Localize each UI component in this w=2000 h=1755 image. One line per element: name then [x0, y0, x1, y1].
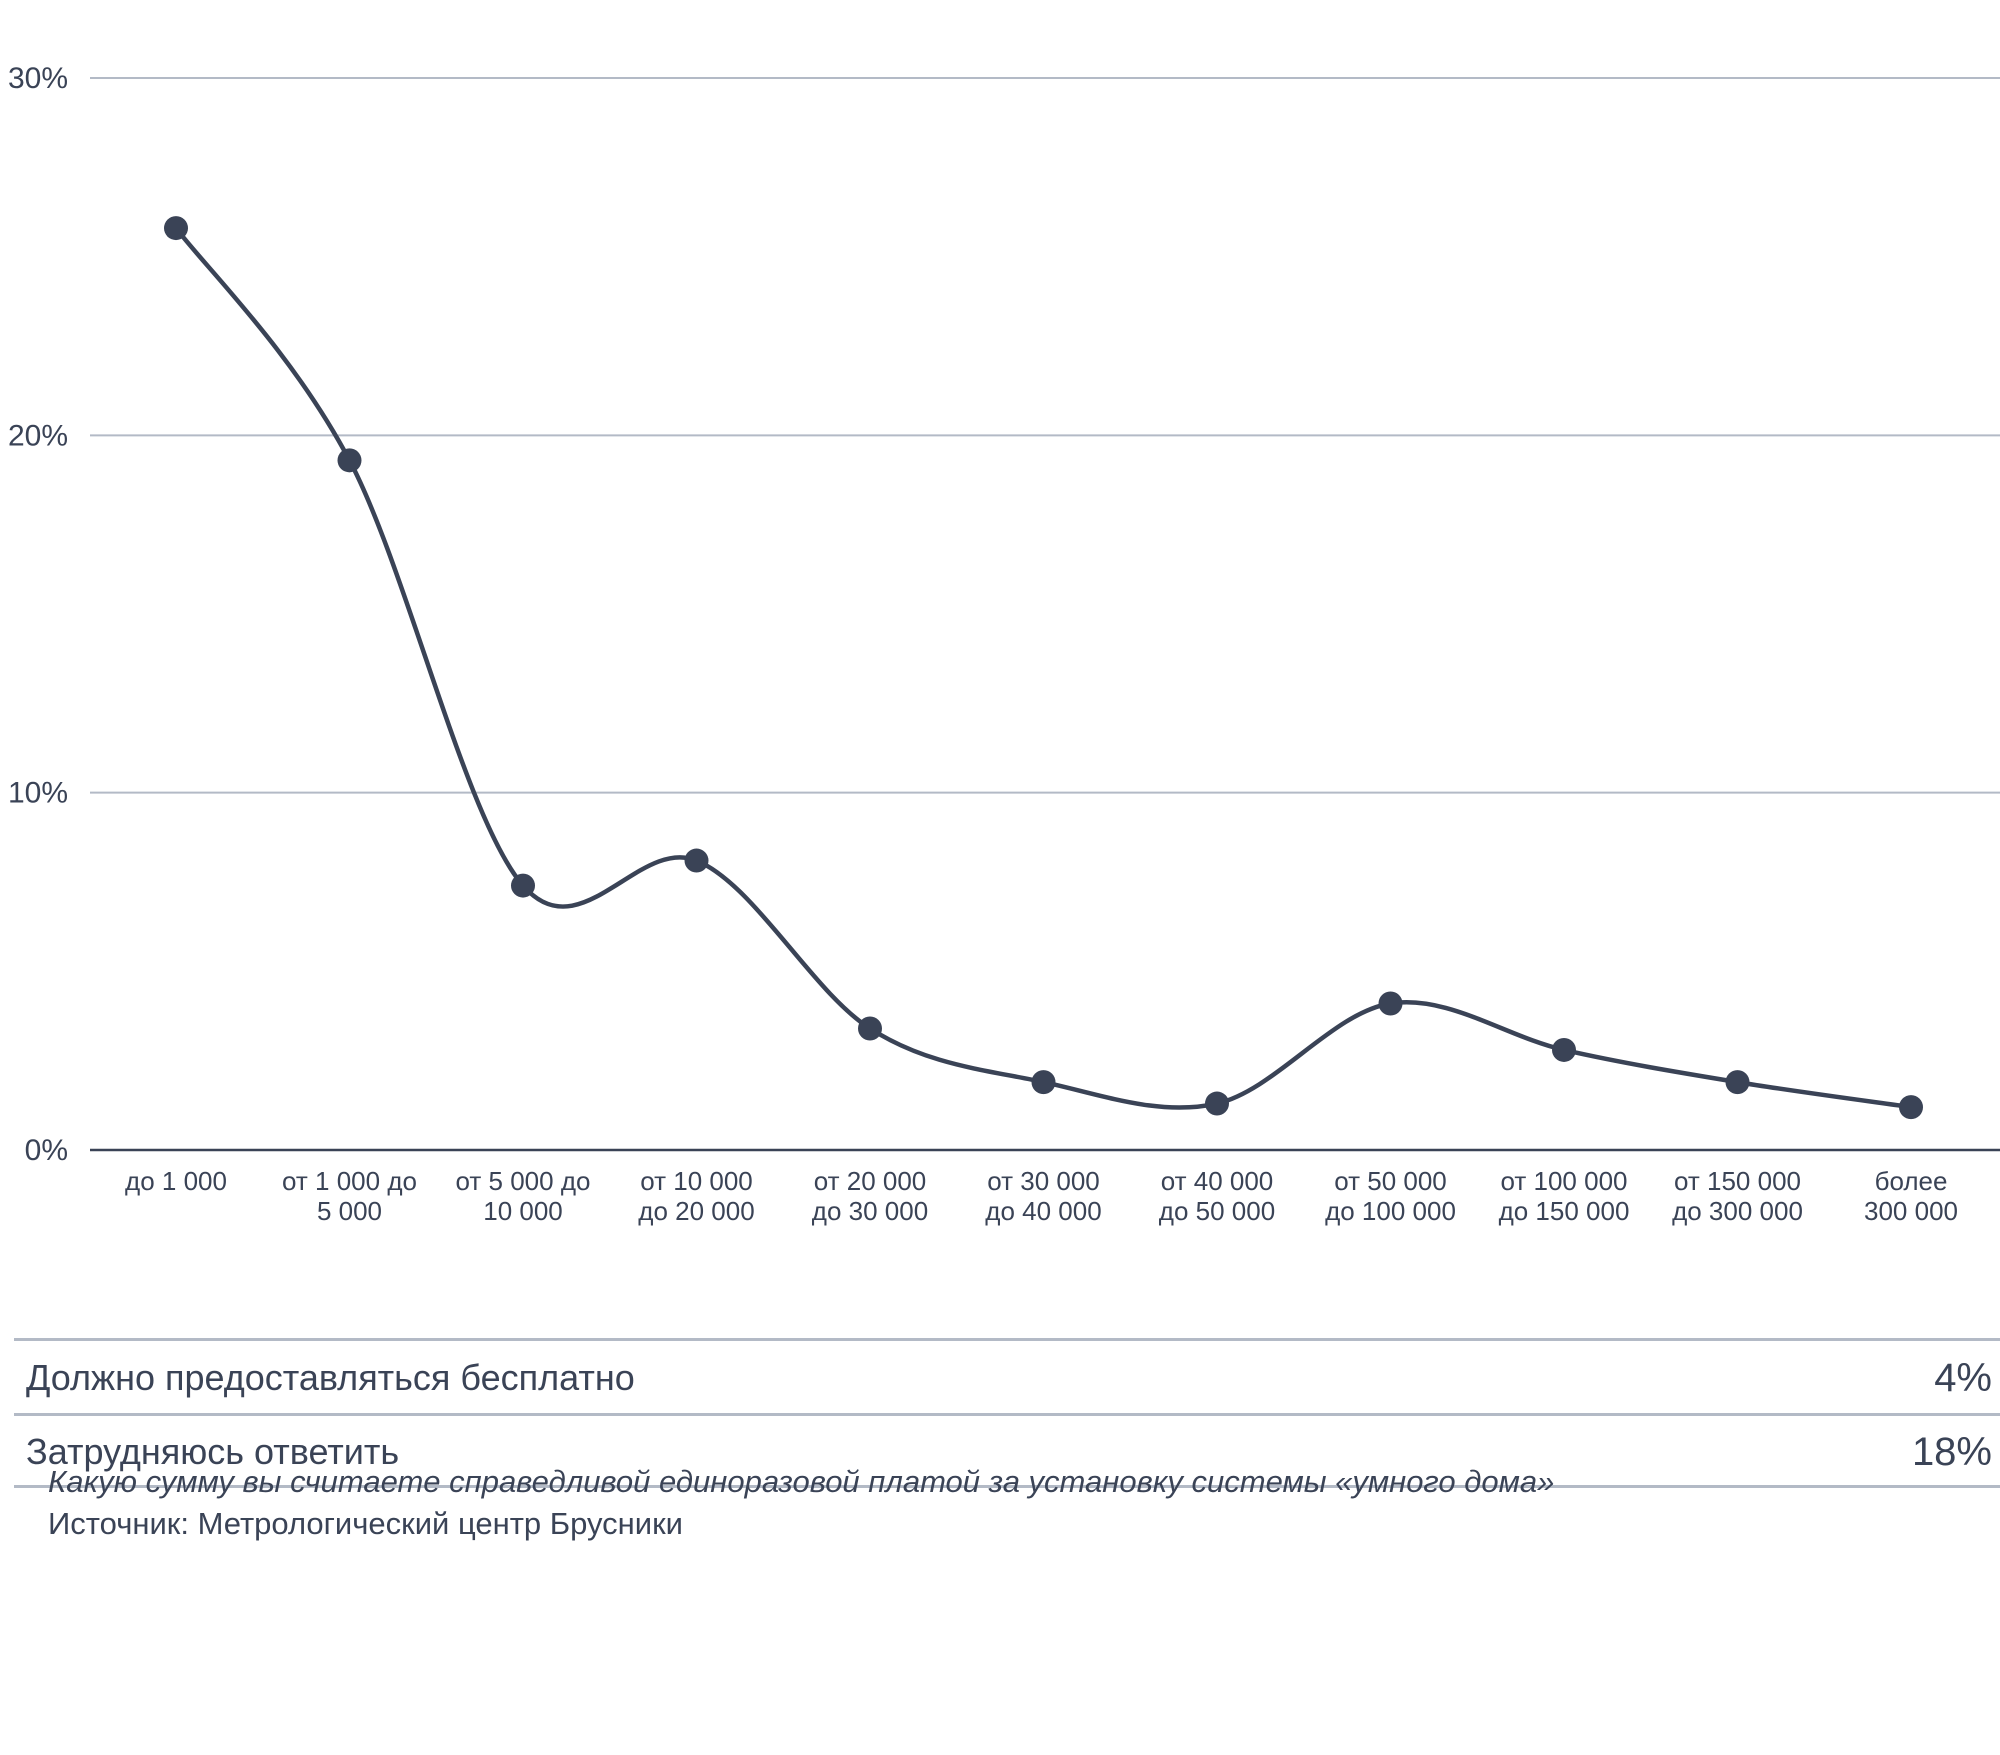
y-tick-label: 10%: [8, 777, 68, 810]
x-tick-label: 5 000: [317, 1196, 382, 1226]
data-point: [1899, 1095, 1923, 1120]
source-caption: Источник: Метрологический центр Брусники: [48, 1506, 683, 1541]
x-tick-label: от 30 000: [987, 1166, 1100, 1196]
x-tick-label: до 20 000: [638, 1196, 754, 1226]
data-point: [511, 873, 535, 898]
divider: [14, 1338, 2000, 1341]
divider: [14, 1413, 2000, 1416]
x-tick-label: более: [1875, 1166, 1948, 1196]
x-tick-label: от 150 000: [1674, 1166, 1801, 1196]
question-caption: Какую сумму вы считаете справедливой еди…: [48, 1464, 1555, 1499]
x-tick-label: от 20 000: [814, 1166, 927, 1196]
x-tick-label: 300 000: [1864, 1196, 1958, 1226]
row-label: Затрудняюсь ответить: [26, 1431, 400, 1472]
data-point: [1031, 1070, 1056, 1095]
row-value: 18%: [1911, 1429, 1992, 1474]
row-label: Должно предоставляться бесплатно: [26, 1357, 635, 1398]
x-tick-label: от 50 000: [1334, 1166, 1447, 1196]
x-tick-label: от 5 000 до: [456, 1166, 591, 1196]
data-point: [1725, 1070, 1750, 1095]
data-point: [1552, 1037, 1576, 1062]
y-tick-label: 0%: [25, 1134, 68, 1167]
x-tick-label: до 150 000: [1499, 1196, 1630, 1226]
x-tick-label: до 300 000: [1672, 1196, 1803, 1226]
data-point: [164, 216, 188, 241]
table-row: Должно предоставляться бесплатно 4%: [14, 1342, 2000, 1414]
x-tick-label: от 10 000: [640, 1166, 753, 1196]
x-tick-label: от 40 000: [1161, 1166, 1274, 1196]
table-row: Затрудняюсь ответить 18%: [14, 1416, 2000, 1488]
x-tick-label: до 1 000: [125, 1166, 227, 1196]
data-point: [684, 848, 709, 873]
data-point: [1378, 991, 1403, 1016]
data-point: [1205, 1091, 1229, 1116]
row-value: 4%: [1934, 1355, 1992, 1400]
data-point: [858, 1016, 882, 1041]
x-tick-label: до 100 000: [1325, 1196, 1456, 1226]
data-point: [337, 448, 362, 473]
divider: [14, 1485, 2000, 1488]
x-tick-label: 10 000: [483, 1196, 563, 1226]
series-line: [174, 226, 1912, 1110]
line-chart: 0% 10% 20% 30% до 1 000 от 1 000 до5 000 от 5 …: [8, 62, 2000, 1226]
y-tick-label: 30%: [8, 62, 68, 95]
x-tick-label: до 40 000: [985, 1196, 1101, 1226]
x-tick-label: от 100 000: [1500, 1166, 1627, 1196]
y-tick-label: 20%: [8, 419, 68, 452]
x-tick-label: от 1 000 до: [282, 1166, 417, 1196]
x-tick-label: до 50 000: [1159, 1196, 1275, 1226]
x-tick-label: до 30 000: [812, 1196, 928, 1226]
